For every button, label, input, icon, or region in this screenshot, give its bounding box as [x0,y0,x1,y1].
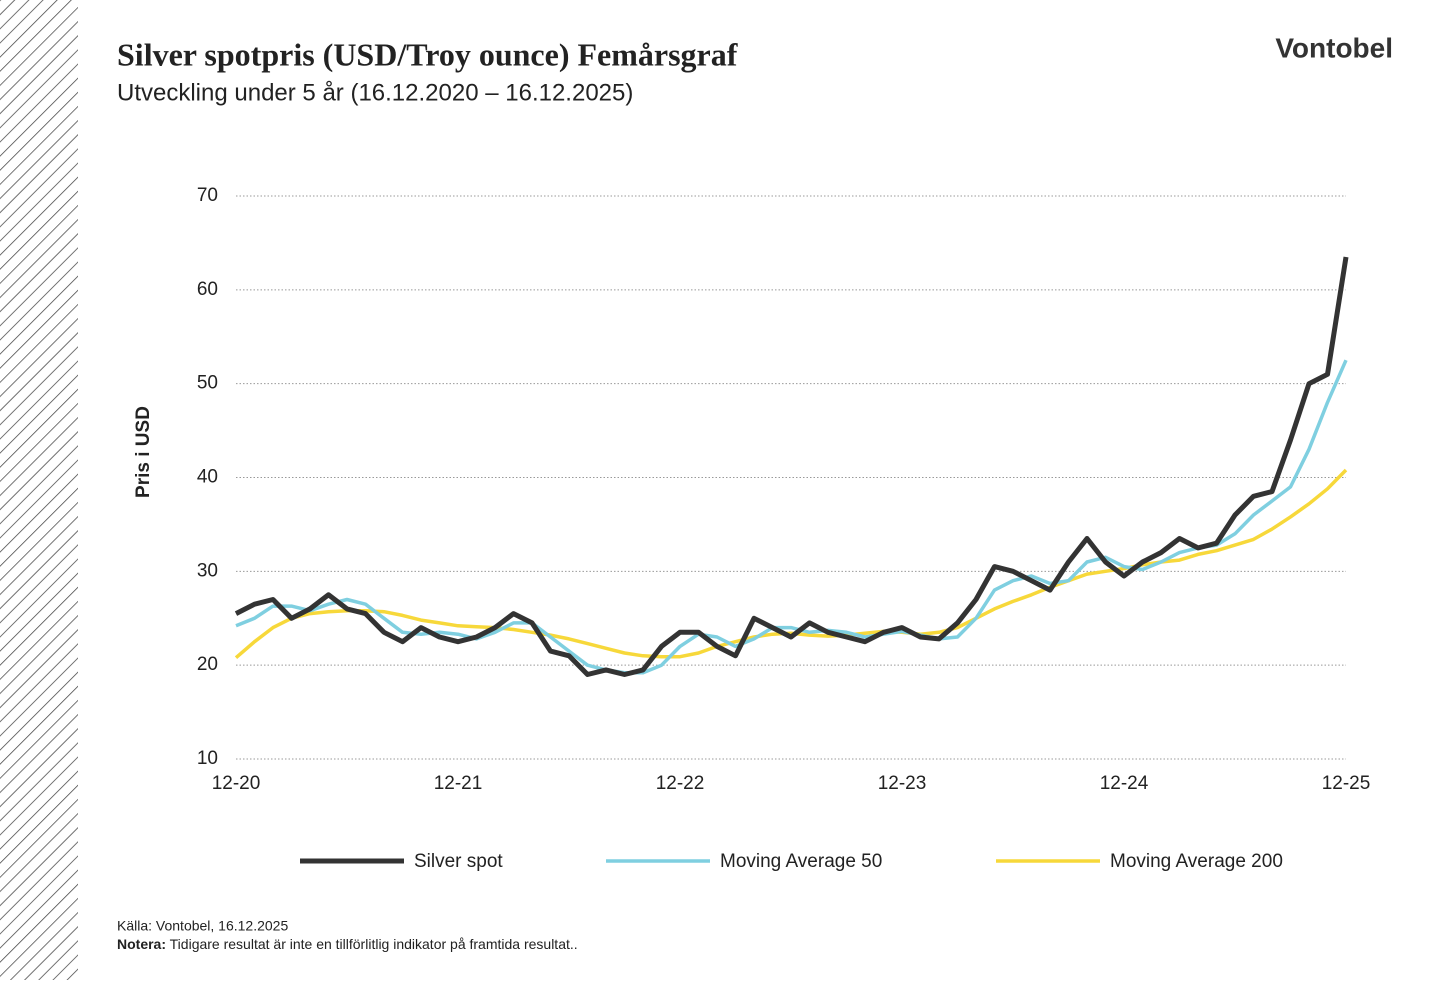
x-tick-label: 12-20 [212,773,261,794]
source-note: Källa: Vontobel, 16.12.2025 [117,918,288,934]
series-line [235,359,1348,675]
legend-label: Moving Average 50 [720,851,882,872]
chart-title: Silver spotpris (USD/Troy ounce) Femårsg… [117,36,738,72]
note-label: Notera: [117,936,166,952]
y-tick-label: 10 [197,748,218,769]
x-tick-label: 12-25 [1322,773,1371,794]
y-tick-label: 20 [197,654,218,675]
brand-logo: Vontobel [1275,32,1393,63]
chart-subtitle: Utveckling under 5 år (16.12.2020 – 16.1… [117,79,633,106]
series-line [234,468,1348,660]
y-tick-label: 70 [197,185,218,206]
y-tick-label: 50 [197,373,218,394]
hatch-stripe [0,0,78,980]
x-tick-label: 12-24 [1100,773,1149,794]
y-tick-label: 60 [197,279,218,300]
y-tick-label: 30 [197,560,218,581]
legend-label: Silver spot [414,851,503,872]
x-tick-label: 12-22 [656,773,705,794]
note-text: Tidigare resultat är inte en tillförlitl… [166,936,578,952]
legend-label: Moving Average 200 [1110,851,1283,872]
x-tick-label: 12-21 [434,773,483,794]
y-tick-label: 40 [197,467,218,488]
disclaimer: Notera: Tidigare resultat är inte en til… [117,936,578,952]
x-tick-label: 12-23 [878,773,927,794]
series-line [234,256,1349,677]
y-axis-label: Pris i USD [133,406,154,498]
